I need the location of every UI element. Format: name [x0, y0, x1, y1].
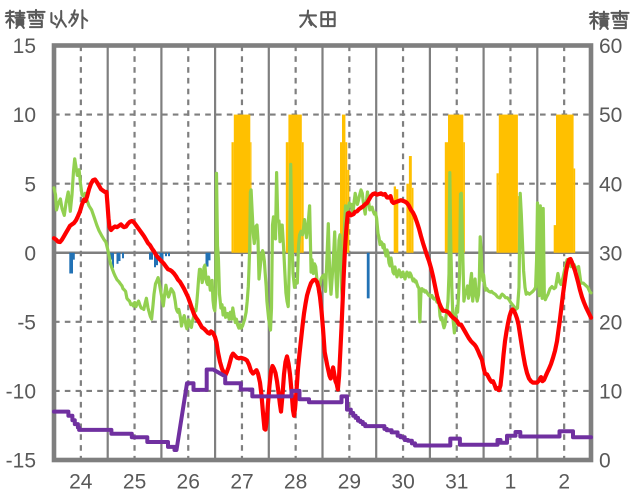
svg-text:15: 15: [13, 35, 36, 58]
svg-text:-10: -10: [6, 381, 36, 404]
svg-text:-5: -5: [17, 311, 36, 334]
svg-text:2: 2: [558, 471, 570, 494]
svg-text:24: 24: [69, 471, 93, 494]
svg-text:-15: -15: [6, 450, 36, 473]
svg-text:50: 50: [599, 104, 622, 127]
svg-text:10: 10: [13, 104, 36, 127]
svg-text:26: 26: [177, 471, 200, 494]
svg-text:25: 25: [123, 471, 146, 494]
svg-text:29: 29: [338, 471, 361, 494]
svg-text:31: 31: [445, 471, 468, 494]
svg-text:28: 28: [284, 471, 307, 494]
svg-text:20: 20: [599, 311, 622, 334]
svg-text:30: 30: [391, 471, 414, 494]
svg-text:40: 40: [599, 173, 622, 196]
svg-text:5: 5: [24, 173, 36, 196]
svg-text:30: 30: [599, 242, 622, 265]
svg-text:1: 1: [505, 471, 517, 494]
svg-text:10: 10: [599, 381, 622, 404]
svg-text:0: 0: [599, 450, 611, 473]
svg-text:60: 60: [599, 35, 622, 58]
svg-text:0: 0: [24, 242, 36, 265]
svg-text:27: 27: [230, 471, 253, 494]
